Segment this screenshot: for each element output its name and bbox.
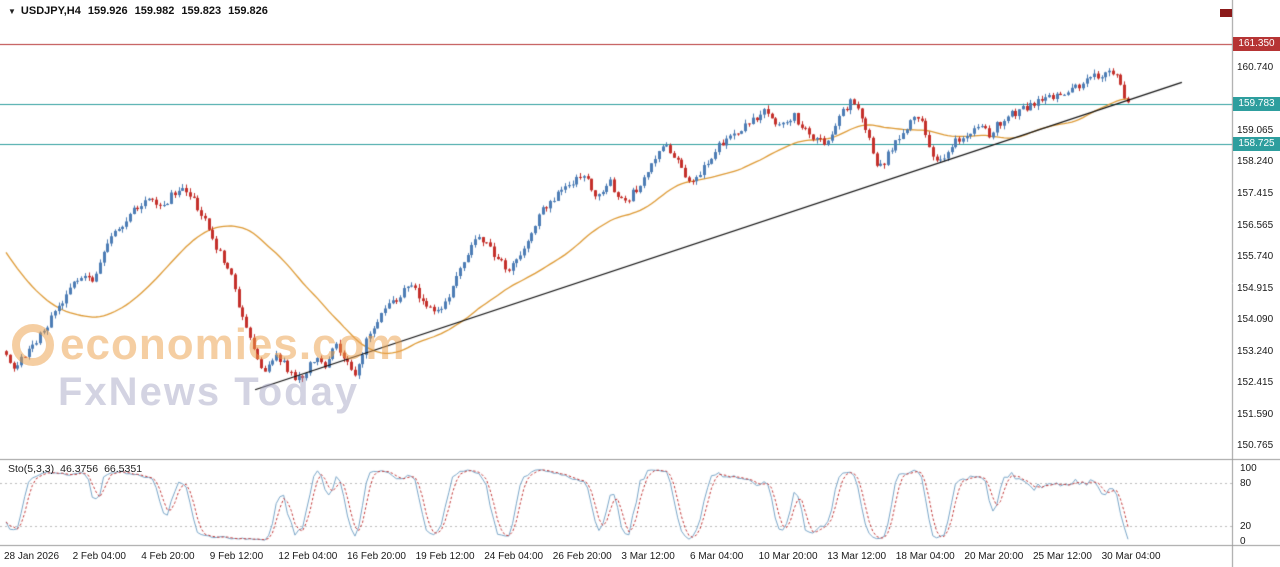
chart-shift-marker[interactable] bbox=[1220, 9, 1232, 17]
symbol-label: USDJPY,H4 bbox=[20, 5, 81, 17]
quote-close: 159.826 bbox=[228, 5, 268, 17]
support1-badge-label: 159.783 bbox=[1238, 97, 1275, 109]
support1-price-badge: 159.783 bbox=[1233, 96, 1280, 111]
quote-high: 159.982 bbox=[134, 5, 175, 17]
indicator-d-value: 66.5351 bbox=[104, 463, 143, 475]
indicator-k-value: 46.3756 bbox=[60, 463, 99, 475]
resistance-price-badge: 161.350 bbox=[1233, 37, 1280, 52]
quote-low: 159.823 bbox=[181, 5, 222, 17]
indicator-label: Sto(5,3,3) 46.3756 66.5351 bbox=[8, 463, 142, 475]
indicator-name: Sto(5,3,3) bbox=[8, 463, 55, 475]
resistance-badge-label: 161.350 bbox=[1238, 38, 1275, 50]
quote-line: ▼ USDJPY,H4 159.926 159.982 159.823 159.… bbox=[8, 5, 268, 17]
quote-open: 159.926 bbox=[87, 5, 128, 17]
support2-price-badge: 158.725 bbox=[1233, 137, 1280, 152]
support2-badge-label: 158.725 bbox=[1238, 138, 1275, 150]
symbol-dropdown-icon[interactable]: ▼ bbox=[8, 6, 16, 16]
